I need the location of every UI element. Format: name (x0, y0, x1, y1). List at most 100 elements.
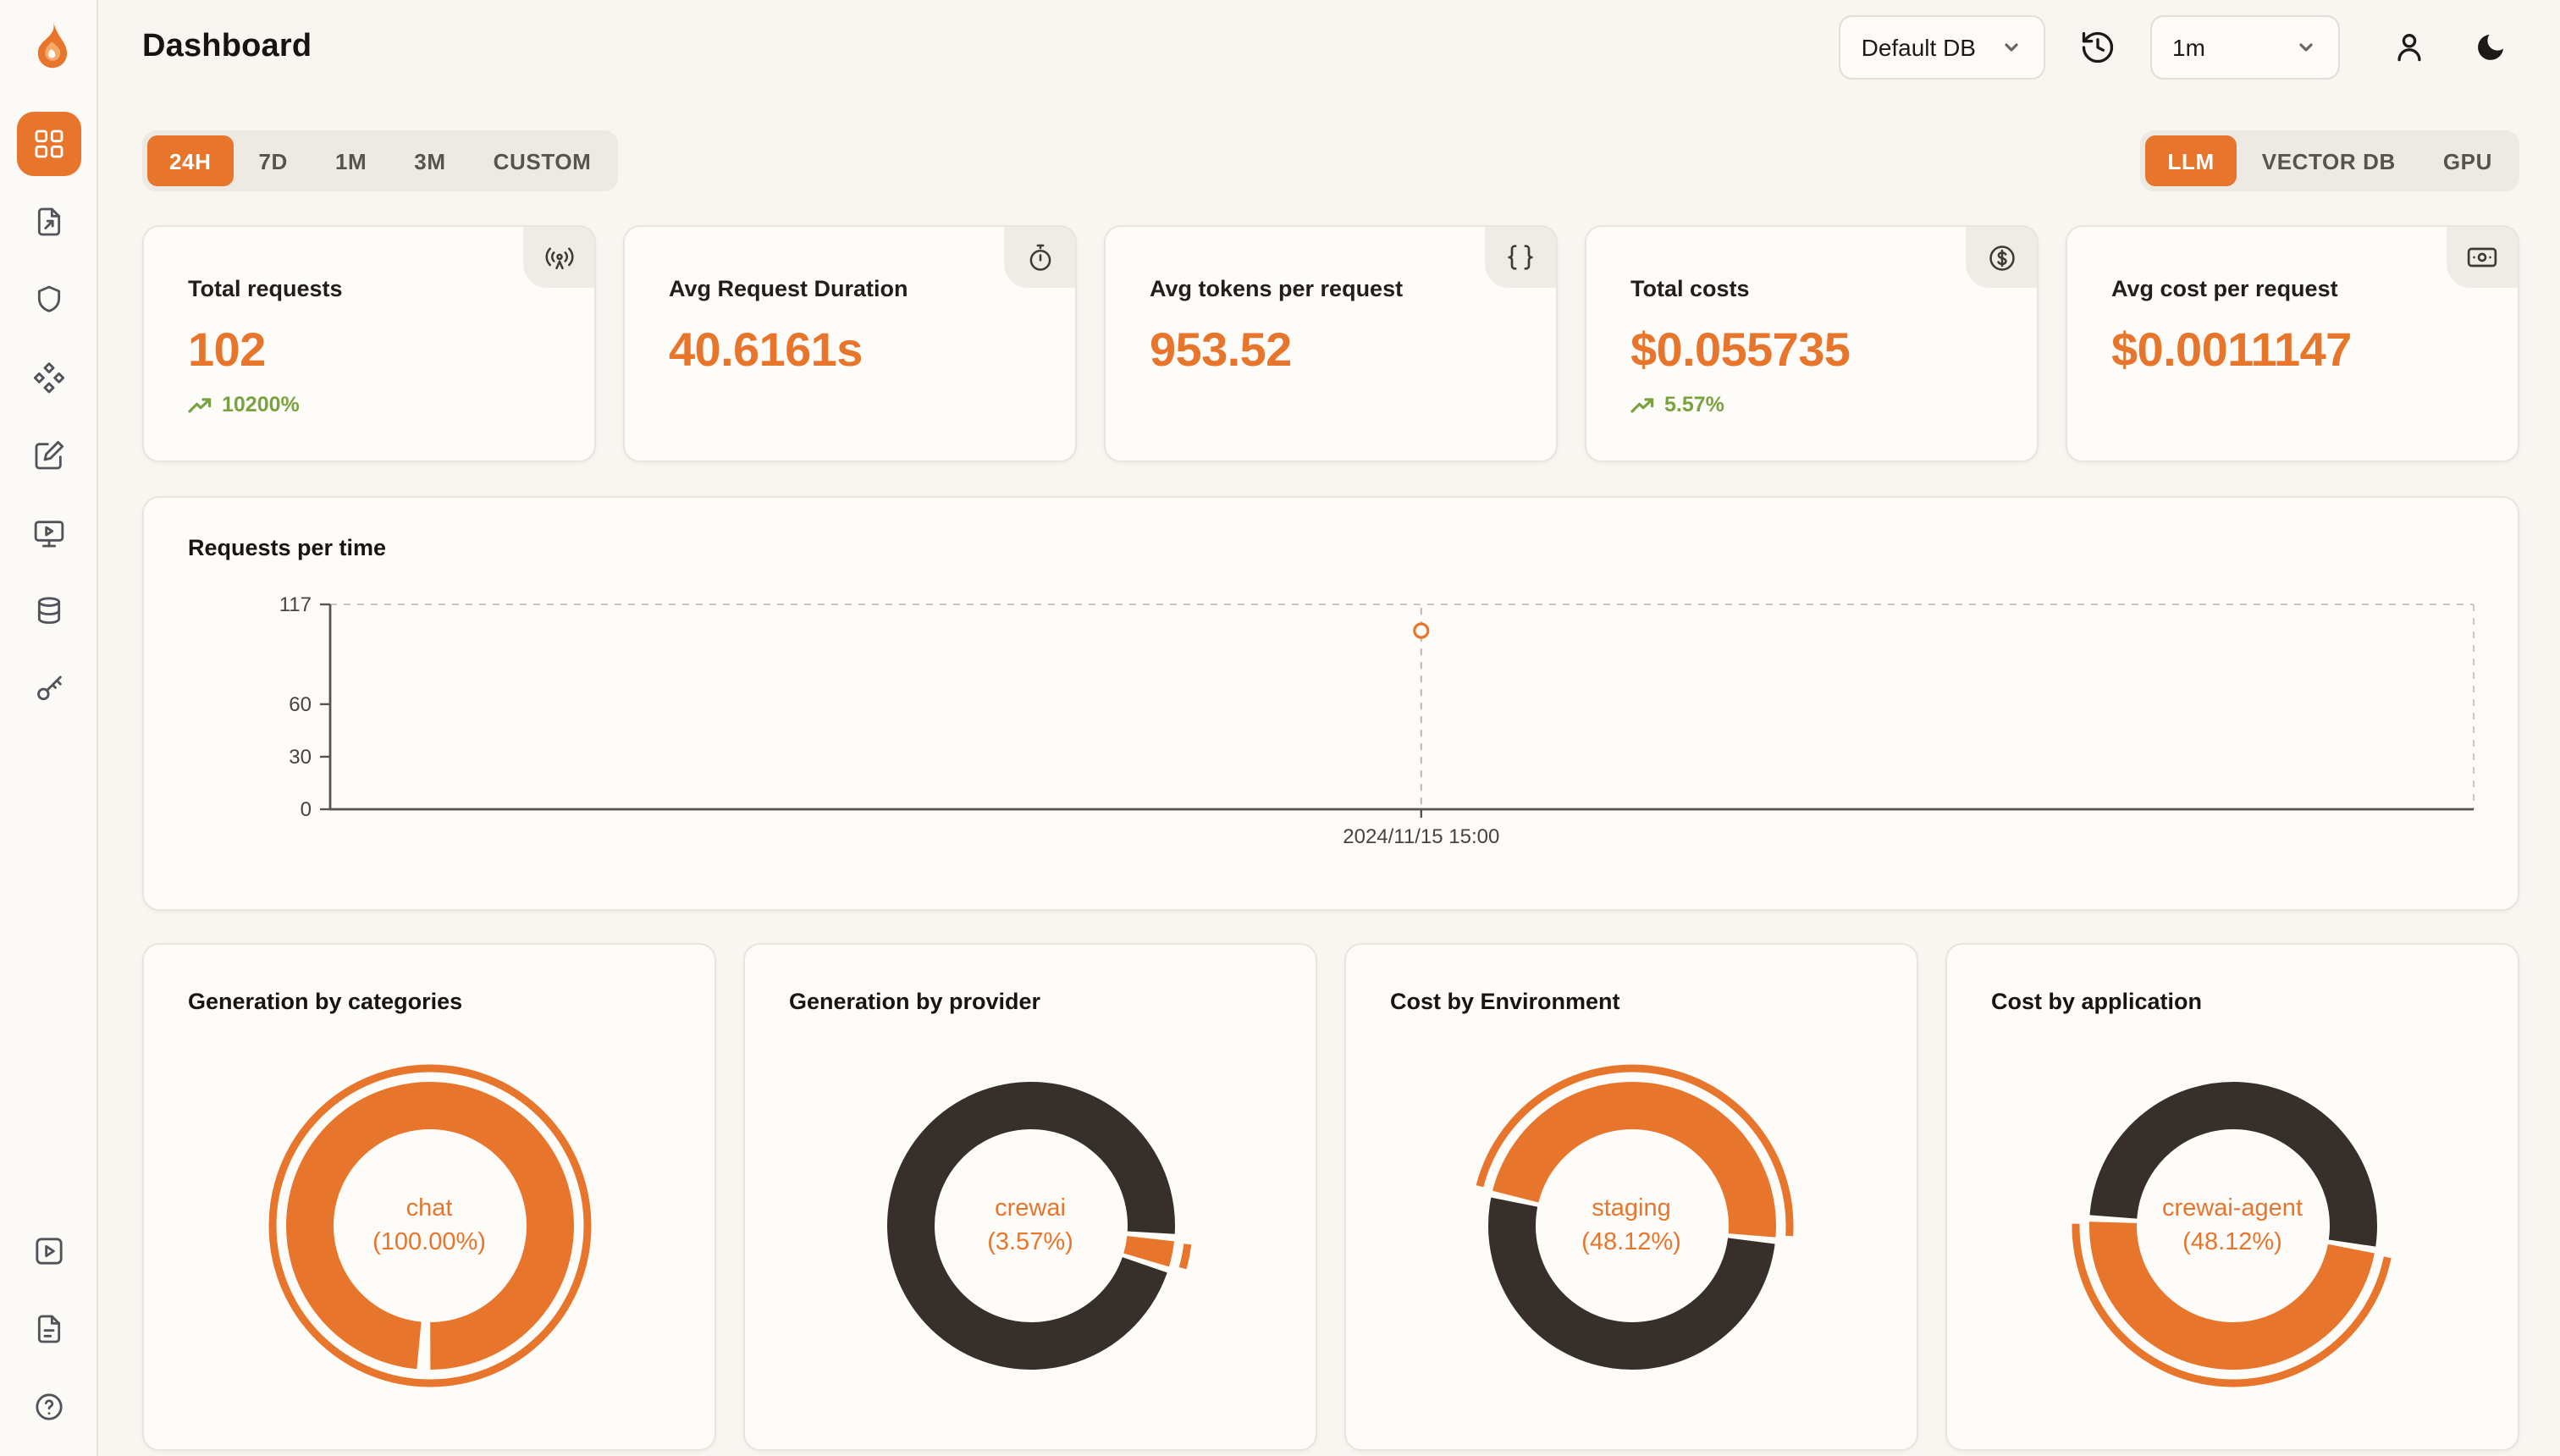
donut-chart: staging (48.12%) (1462, 1056, 1801, 1395)
stat-label: Total costs (1630, 276, 1750, 301)
chevron-down-icon (2005, 43, 2018, 52)
stat-trend-value: 5.57% (1664, 393, 1724, 416)
sidebar-item-playground[interactable] (16, 501, 80, 565)
chart-title: Requests per time (188, 535, 387, 560)
svg-text:30: 30 (289, 746, 312, 769)
user-icon (2397, 34, 2421, 62)
tab-7d[interactable]: 7D (237, 135, 310, 186)
sidebar-item-documentation[interactable] (16, 1297, 80, 1361)
page-title: Dashboard (142, 29, 312, 64)
chevron-down-icon (2299, 43, 2313, 52)
header: Dashboard Default DB 1m (98, 0, 2560, 95)
donut-card-provider: Generation by provider crewai (3.57%) (743, 943, 1317, 1451)
svg-text:60: 60 (289, 693, 312, 716)
dollar-circle-icon (1989, 245, 2014, 270)
db-select[interactable]: Default DB (1839, 15, 2045, 80)
svg-text:117: 117 (279, 593, 312, 616)
stats-row: Total requests 102 10200% (142, 225, 2519, 462)
sidebar-item-exceptions[interactable] (16, 267, 80, 332)
stat-icon-badge (2447, 227, 2518, 288)
dashboard-content: 24H 7D 1M 3M CUSTOM LLM VECTOR DB GPU (98, 95, 2560, 1451)
timer-icon (1029, 243, 1051, 270)
help-icon (35, 1393, 62, 1420)
donut-title: Generation by categories (188, 989, 463, 1014)
sidebar-item-dashboard[interactable] (16, 112, 80, 176)
donut-chart: chat (100.00%) (260, 1056, 599, 1395)
diamonds-icon (32, 362, 64, 394)
stat-card-avg-tokens: Avg tokens per request 953.52 (1104, 225, 1558, 462)
tab-3m[interactable]: 3M (392, 135, 467, 186)
donut-center-label: crewai (3.57%) (861, 1056, 1200, 1395)
stat-value: $0.0011147 (2111, 323, 2352, 376)
donut-card-environment: Cost by Environment staging (48.12%) (1344, 943, 1918, 1451)
donut-title: Cost by Environment (1390, 989, 1620, 1014)
svg-text:0: 0 (301, 798, 312, 821)
donut-svg (1470, 1064, 1793, 1387)
stat-value: 40.6161s (669, 323, 863, 376)
stat-icon-badge (523, 227, 594, 288)
donut-label: staging (1592, 1195, 1671, 1222)
stat-value: 953.52 (1150, 323, 1292, 376)
stat-card-total-costs: Total costs $0.055735 5.57% (1585, 225, 2039, 462)
donut-title: Generation by provider (789, 989, 1041, 1014)
tab-24h[interactable]: 24H (147, 135, 234, 186)
sidebar-nav (16, 112, 80, 721)
donut-label: chat (406, 1195, 453, 1222)
interval-select[interactable]: 1m (2150, 15, 2340, 80)
database-icon (36, 597, 60, 624)
sidebar-item-evaluations[interactable] (16, 423, 80, 488)
user-button[interactable] (2381, 19, 2438, 76)
play-square-icon (35, 1238, 62, 1265)
stat-label: Avg cost per request (2111, 276, 2338, 301)
stat-icon-badge (1966, 227, 2037, 288)
donut-percent: (48.12%) (2182, 1229, 2282, 1256)
pencil-square-icon (34, 440, 63, 470)
tab-vector-db[interactable]: VECTOR DB (2240, 135, 2418, 186)
stat-label: Total requests (188, 276, 343, 301)
sidebar-item-databases[interactable] (16, 579, 80, 643)
theme-toggle[interactable] (2462, 19, 2519, 76)
requests-chart-card: Requests per time 0 30 60 117 2024/11/15 15:… (142, 496, 2519, 911)
history-button[interactable] (2069, 19, 2127, 76)
sidebar-bottom-nav (16, 1219, 80, 1439)
moon-icon (2478, 35, 2503, 60)
trend-up-icon (188, 397, 212, 412)
sidebar (0, 0, 98, 1456)
stat-label: Avg tokens per request (1150, 276, 1404, 301)
donut-label: crewai (995, 1195, 1066, 1222)
stat-label: Avg Request Duration (669, 276, 908, 301)
sidebar-item-support[interactable] (16, 1375, 80, 1439)
tab-1m[interactable]: 1M (313, 135, 389, 186)
sidebar-item-api-keys[interactable] (16, 657, 80, 721)
docs-icon (36, 1315, 60, 1343)
stat-card-total-requests: Total requests 102 10200% (142, 225, 596, 462)
source-tabs: LLM VECTOR DB GPU (2140, 130, 2519, 191)
stat-value: $0.055735 (1630, 323, 1851, 376)
db-select-value: Default DB (1861, 34, 1976, 61)
stat-trend-value: 10200% (222, 393, 300, 416)
tab-llm[interactable]: LLM (2145, 135, 2237, 186)
donut-title: Cost by application (1991, 989, 2203, 1014)
history-icon (2082, 31, 2114, 63)
stat-card-avg-duration: Avg Request Duration 40.6161s (623, 225, 1077, 462)
time-range-tabs: 24H 7D 1M 3M CUSTOM (142, 130, 619, 191)
donut-percent: (48.12%) (1581, 1229, 1681, 1256)
stat-value: 102 (188, 323, 266, 376)
donut-card-application: Cost by application crewai-agent (48.12%… (1945, 943, 2519, 1451)
stat-trend: 10200% (188, 393, 550, 416)
sidebar-item-modules[interactable] (16, 345, 80, 410)
file-arrow-icon (36, 207, 60, 236)
tab-gpu[interactable]: GPU (2421, 135, 2514, 186)
donut-center-label: crewai-agent (48.12%) (2063, 1056, 2402, 1395)
stat-icon-badge (1004, 227, 1075, 288)
sidebar-item-requests[interactable] (16, 190, 80, 254)
tab-custom[interactable]: CUSTOM (472, 135, 614, 186)
sidebar-item-getting-started[interactable] (16, 1219, 80, 1283)
interval-select-value: 1m (2172, 34, 2205, 61)
flame-logo-icon (36, 22, 67, 69)
braces-icon (1508, 245, 1533, 270)
logo[interactable] (18, 15, 79, 76)
donut-center-label: staging (48.12%) (1462, 1056, 1801, 1395)
donut-svg (268, 1064, 591, 1387)
